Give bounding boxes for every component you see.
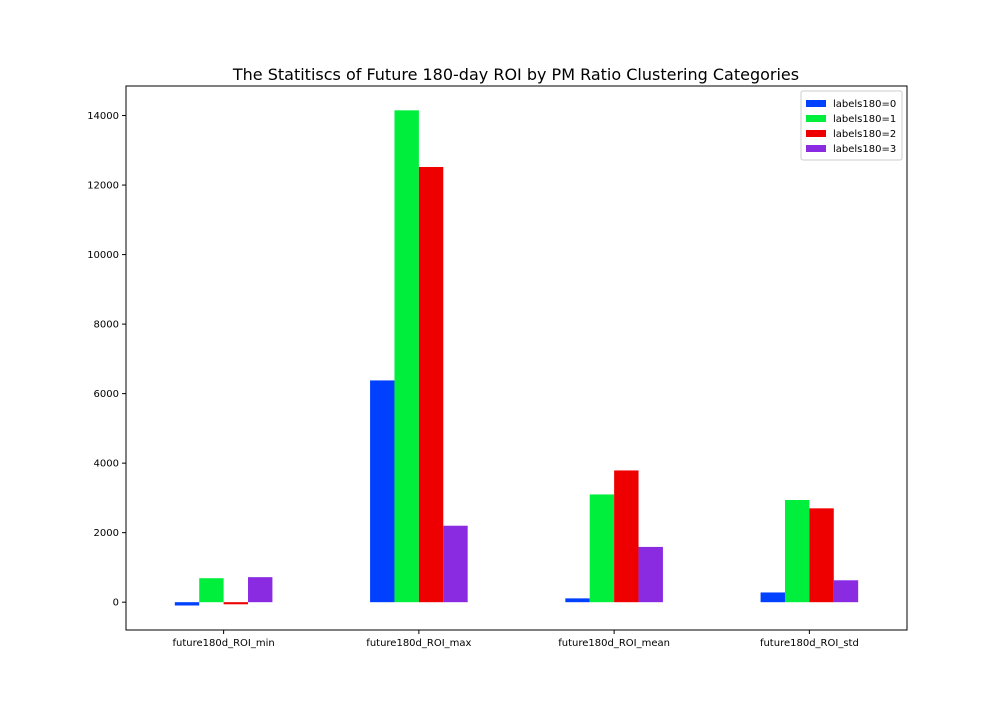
legend-label: labels180=1 <box>833 114 896 125</box>
plot-frame <box>125 85 908 631</box>
bar-labels180-1-future180d-roi-std <box>784 500 810 603</box>
bars <box>174 110 859 606</box>
legend-label: labels180=0 <box>833 99 896 110</box>
legend-swatch <box>806 145 826 152</box>
legend-swatch <box>806 130 826 137</box>
x-tick-label: future180d_ROI_max <box>366 638 471 649</box>
y-tick-label: 0 <box>113 598 119 609</box>
y-tick-label: 14000 <box>87 111 119 122</box>
y-tick-label: 4000 <box>94 459 119 470</box>
y-tick-label: 2000 <box>94 528 119 539</box>
y-tick-label: 12000 <box>87 181 119 192</box>
bar-labels180-3-future180d-roi-std <box>833 580 859 603</box>
bar-labels180-1-future180d-roi-mean <box>589 494 615 603</box>
x-tick-label: future180d_ROI_mean <box>558 638 670 649</box>
legend: labels180=0 labels180=1 labels180=2 labels1… <box>800 90 903 161</box>
bar-labels180-2-future180d-roi-min <box>223 602 249 605</box>
bar-labels180-2-future180d-roi-max <box>418 166 444 603</box>
bar-labels180-3-future180d-roi-mean <box>638 546 663 603</box>
chart-title: The Statitiscs of Future 180-day ROI by … <box>232 65 799 84</box>
legend-swatch <box>806 115 826 122</box>
bar-labels180-0-future180d-roi-mean <box>565 598 590 603</box>
bar-labels180-1-future180d-roi-max <box>394 110 419 603</box>
legend-label: labels180=3 <box>833 144 896 155</box>
x-axis: future180d_ROI_min future180d_ROI_max futu… <box>173 630 859 649</box>
bar-labels180-0-future180d-roi-min <box>174 602 200 606</box>
legend-swatch <box>806 100 826 107</box>
y-tick-label: 8000 <box>94 320 119 331</box>
y-tick-label: 10000 <box>87 250 119 261</box>
bar-labels180-0-future180d-roi-max <box>370 380 395 603</box>
bar-labels180-3-future180d-roi-min <box>248 577 273 603</box>
legend-box <box>800 90 903 161</box>
bar-labels180-3-future180d-roi-max <box>443 525 468 603</box>
bar-labels180-1-future180d-roi-min <box>199 578 224 603</box>
bar-labels180-0-future180d-roi-std <box>760 592 785 603</box>
y-tick-label: 6000 <box>94 389 119 400</box>
legend-label: labels180=2 <box>833 129 896 140</box>
bar-labels180-2-future180d-roi-mean <box>614 470 639 603</box>
x-tick-label: future180d_ROI_min <box>173 638 275 649</box>
x-tick-label: future180d_ROI_std <box>760 638 859 649</box>
y-axis: 0 2000 4000 6000 8000 10000 12000 14000 <box>87 111 126 609</box>
bar-labels180-2-future180d-roi-std <box>809 508 834 603</box>
